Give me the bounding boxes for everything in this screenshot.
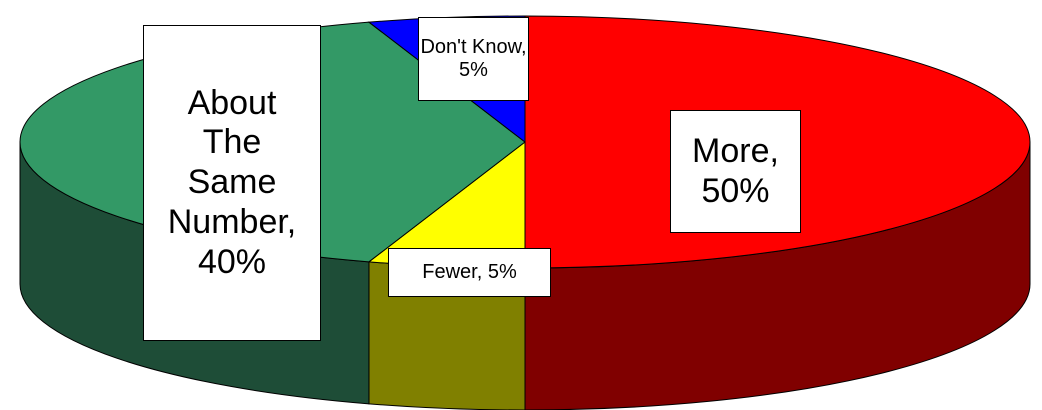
data-label: Fewer, 5% <box>422 260 517 283</box>
data-label-box: More, 50% <box>670 110 801 233</box>
data-label-box: About The Same Number, 40% <box>143 25 321 341</box>
data-label: More, 50% <box>692 131 779 210</box>
data-label-box: Fewer, 5% <box>388 248 551 297</box>
data-label: Don't Know, 5% <box>420 35 527 81</box>
data-label: About The Same Number, 40% <box>167 83 297 281</box>
data-label-box: Don't Know, 5% <box>418 17 529 101</box>
